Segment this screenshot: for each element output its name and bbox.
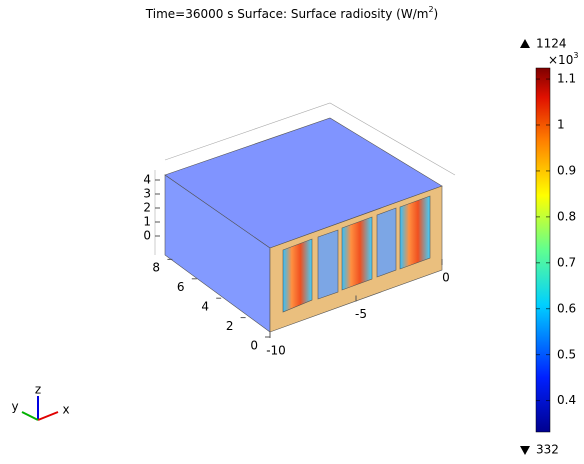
- max-marker: [520, 39, 530, 48]
- colorbar-multiplier: ×103: [548, 51, 578, 67]
- colorbar-tick-label: 0.9: [557, 163, 576, 177]
- title-suffix: ): [434, 7, 439, 21]
- y-tick-label: 6: [177, 280, 185, 294]
- z-tick-label: 3: [143, 187, 151, 201]
- y-tick-label: 8: [152, 261, 160, 275]
- z-tick-label: 0: [143, 229, 151, 243]
- colorbar-tick-label: 0.4: [557, 393, 576, 407]
- multiplier-exponent: 3: [573, 51, 578, 60]
- triad-z: z: [35, 383, 41, 397]
- colorbar-tick-label: 0.8: [557, 209, 576, 223]
- geometry: [155, 103, 455, 332]
- colorbar-tick-label: 0.6: [557, 301, 576, 315]
- z-tick-label: 4: [143, 173, 151, 187]
- x-tick-label: 0: [442, 271, 450, 285]
- triad: [22, 396, 58, 420]
- colorbar-tick-label: 1.1: [557, 72, 576, 86]
- x-tick-label: -10: [266, 344, 286, 358]
- page: Time=36000 s Surface: Surface radiosity …: [0, 0, 584, 464]
- min-marker: [520, 446, 530, 455]
- z-tick-label: 1: [143, 215, 151, 229]
- triad-x: x: [62, 403, 69, 417]
- y-tick-label: 2: [226, 319, 234, 333]
- colorbar-max: 1124: [536, 37, 567, 51]
- colorbar-tick-label: 0.7: [557, 255, 576, 269]
- y-tick-label: 0: [250, 339, 258, 353]
- y-tick-label: 4: [201, 300, 209, 314]
- x-tick-label: -5: [355, 307, 367, 321]
- title-main: Time=36000 s Surface: Surface radiosity …: [145, 7, 429, 21]
- colorbar-tick-label: 0.5: [557, 347, 576, 361]
- multiplier: ×10: [548, 53, 573, 67]
- triad-y: y: [11, 400, 18, 414]
- colorbar-tick-label: 1: [557, 117, 565, 131]
- z-tick-label: 2: [143, 201, 151, 215]
- chart: Time=36000 s Surface: Surface radiosity …: [0, 0, 584, 464]
- colorbar: [536, 68, 550, 432]
- chart-title: Time=36000 s Surface: Surface radiosity …: [145, 5, 438, 21]
- colorbar-min: 332: [536, 443, 559, 457]
